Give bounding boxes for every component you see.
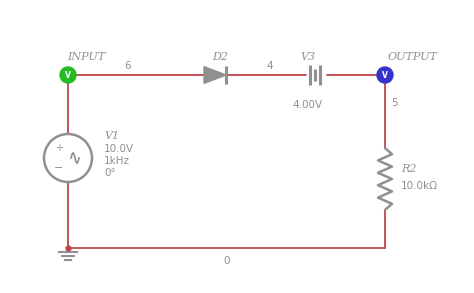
Circle shape bbox=[60, 67, 76, 83]
Text: 6: 6 bbox=[125, 61, 131, 71]
Text: 4: 4 bbox=[267, 61, 273, 71]
Circle shape bbox=[377, 67, 393, 83]
Text: V3: V3 bbox=[301, 52, 316, 62]
Text: +: + bbox=[55, 143, 63, 153]
Text: 0°: 0° bbox=[104, 168, 116, 178]
Text: 10.0kΩ: 10.0kΩ bbox=[401, 181, 438, 191]
Text: V: V bbox=[382, 71, 388, 79]
Text: R2: R2 bbox=[401, 164, 417, 174]
Text: −: − bbox=[55, 163, 64, 173]
Text: D2: D2 bbox=[212, 52, 228, 62]
Text: 0: 0 bbox=[223, 256, 230, 266]
Text: 4.00V: 4.00V bbox=[293, 100, 323, 110]
Text: 5: 5 bbox=[392, 98, 398, 108]
Text: V1: V1 bbox=[104, 131, 119, 141]
Text: 1kHz: 1kHz bbox=[104, 156, 130, 166]
Text: V: V bbox=[65, 71, 71, 79]
Polygon shape bbox=[204, 67, 226, 84]
Text: OUTPUT: OUTPUT bbox=[388, 52, 438, 62]
Text: INPUT: INPUT bbox=[67, 52, 105, 62]
Text: 10.0V: 10.0V bbox=[104, 144, 134, 154]
